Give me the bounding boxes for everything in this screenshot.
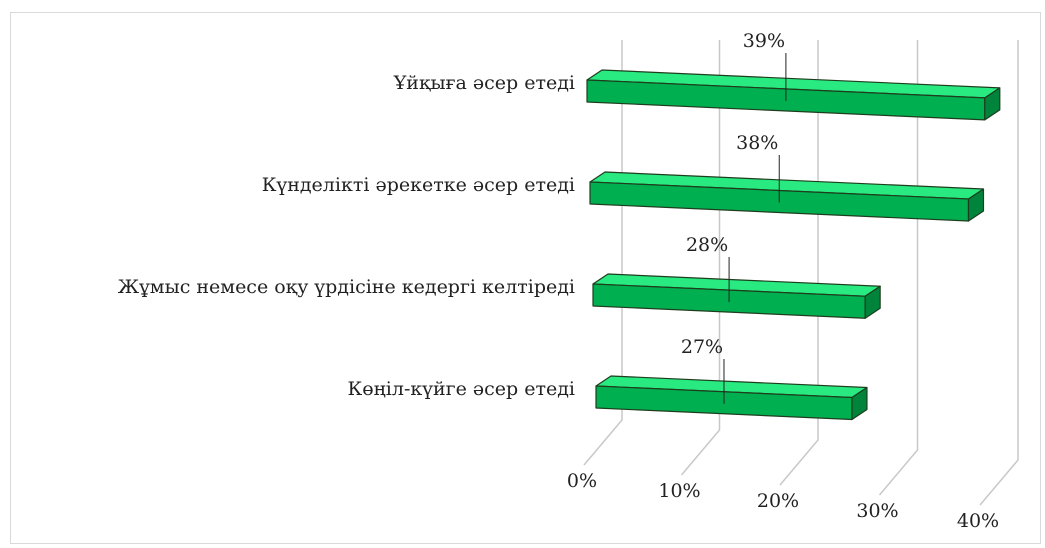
x-tick-label: 10% [658, 480, 700, 502]
grid-line [680, 40, 721, 476]
category-label: Көңіл-күйге әсер етеді [347, 378, 575, 400]
x-tick-label: 40% [957, 510, 999, 532]
grid-line [979, 40, 1019, 506]
value-label: 28% [686, 234, 728, 256]
category-label: Күнделікті әрекетке әсер етеді [262, 174, 575, 196]
bar-end [984, 87, 1001, 121]
category-label: Жұмыс немесе оқу үрдісіне кедергі келтір… [118, 276, 575, 298]
grid-line [583, 40, 623, 466]
bar-end [864, 285, 881, 319]
value-label: 38% [736, 132, 778, 154]
value-label: 39% [743, 30, 785, 52]
bar [592, 273, 881, 319]
category-label: Ұйқыға әсер етеді [393, 72, 575, 94]
bar [589, 171, 985, 222]
bar [586, 69, 1001, 121]
bar-end [967, 188, 985, 222]
x-tick-label: 30% [856, 500, 898, 522]
bar [595, 375, 868, 421]
x-tick-label: 20% [757, 490, 799, 512]
bar-end [851, 386, 868, 421]
value-label: 27% [681, 336, 723, 358]
grid-line [779, 40, 819, 486]
grid-line [878, 40, 919, 496]
x-tick-label: 0% [567, 470, 597, 492]
